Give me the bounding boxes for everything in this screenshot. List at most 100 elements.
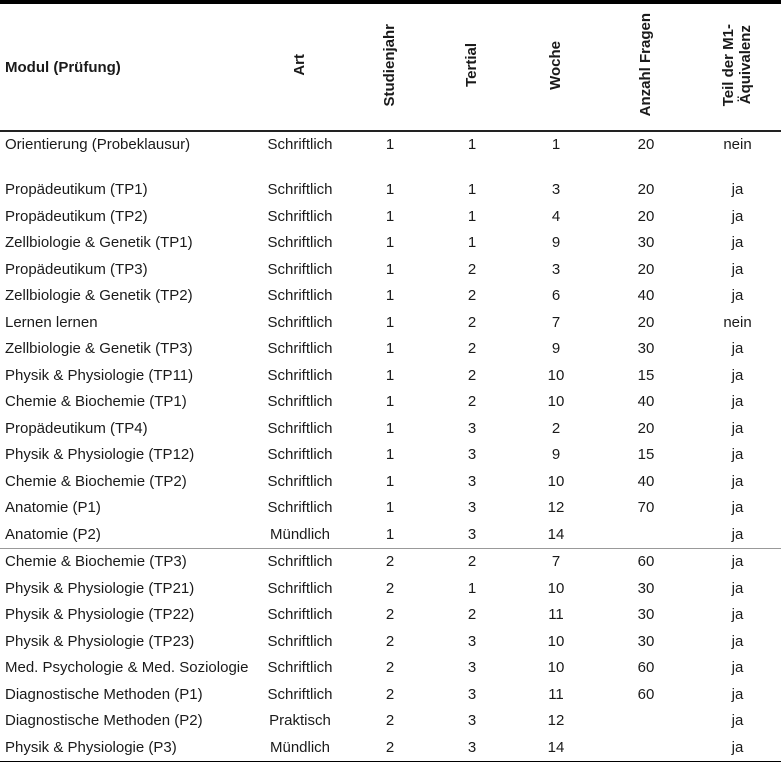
cell-studienjahr: 2 [385,712,395,729]
table-row: Physik & Physiologie (P3) Mündlich 2 3 1… [0,735,781,762]
cell-woche: 1 [551,136,561,153]
cell-woche: 14 [547,525,565,543]
table-row: Lernen lernen Schriftlich 1 2 7 20 nein [0,310,781,337]
cell-studienjahr: 1 [385,472,395,490]
col-header-studienjahr: Studienjahr [350,2,430,132]
cell-woche: 9 [551,234,561,251]
cell-art: Schriftlich [267,472,333,490]
cell-art: Schriftlich [267,207,333,225]
table-row: Physik & Physiologie (TP11) Schriftlich … [0,363,781,390]
cell-art: Schriftlich [267,499,333,516]
cell-studienjahr: 1 [385,234,395,251]
cell-m1: ja [731,685,744,703]
table-row: Diagnostische Methoden (P1) Schriftlich … [0,682,781,709]
cell-fragen: 20 [637,207,655,225]
cell-modul: Propädeutikum (TP1) [5,181,148,198]
cell-studienjahr: 1 [385,313,395,331]
cell-modul: Physik & Physiologie (TP22) [5,606,195,623]
cell-art: Schriftlich [250,548,350,576]
cell-modul: Physik & Physiologie (TP11) [5,366,194,384]
cell-tertial: 2 [467,260,477,278]
table-header: Modul (Prüfung) Art Studienjahr Tertial … [0,2,781,132]
table-row: Propädeutikum (TP1) Schriftlich 1 1 3 20… [0,177,781,204]
cell-m1: ja [731,340,744,357]
cell-tertial: 2 [467,340,477,357]
cell-studienjahr: 1 [385,287,395,304]
cell-modul: Zellbiologie & Genetik (TP1) [5,234,193,251]
cell-woche: 14 [547,738,565,756]
cell-m1: ja [731,181,744,198]
cell-modul: Diagnostische Methoden (P2) [5,712,203,729]
cell-fragen: 20 [637,419,655,437]
cell-m1: ja [731,393,744,410]
cell-fragen: 30 [637,579,655,597]
cell-fragen: 15 [637,366,655,384]
cell-studienjahr: 2 [385,632,395,650]
cell-tertial: 1 [467,207,477,225]
table-body: Orientierung (Probeklausur) Schriftlich … [0,131,781,762]
cell-art: Mündlich [269,738,331,756]
cell-m1: ja [731,366,744,384]
cell-modul: Physik & Physiologie (TP23) [5,632,195,650]
cell-tertial: 2 [467,606,477,623]
cell-studienjahr: 2 [385,659,395,676]
cell-fragen: 40 [637,287,655,304]
cell-tertial: 3 [467,499,477,516]
table-row: Diagnostische Methoden (P2) Praktisch 2 … [0,708,781,735]
cell-fragen: 30 [637,606,655,623]
cell-m1: ja [731,606,744,623]
cell-woche: 7 [551,313,561,331]
cell-modul: Lernen lernen [5,313,98,331]
cell-modul: Chemie & Biochemie (TP1) [5,393,187,410]
cell-art: Schriftlich [267,260,333,278]
cell-woche: 10 [547,366,565,384]
cell-modul: Propädeutikum (TP2) [5,207,148,225]
cell-modul: Orientierung (Probeklausur) [5,136,191,153]
cell-tertial: 3 [467,659,477,676]
cell-fragen: 20 [637,260,655,278]
cell-woche: 2 [551,419,561,437]
col-header-tertial: Tertial [430,2,514,132]
cell-tertial: 3 [467,472,477,490]
cell-fragen: 40 [637,472,655,490]
table-row: Zellbiologie & Genetik (TP3) Schriftlich… [0,336,781,363]
col-header-studienjahr-label: Studienjahr [380,23,398,107]
cell-tertial: 3 [467,632,477,650]
cell-tertial: 3 [467,525,477,543]
cell-art: Schriftlich [267,181,333,198]
cell-woche: 3 [551,181,561,198]
cell-studienjahr: 2 [385,606,395,623]
table-row: Physik & Physiologie (TP23) Schriftlich … [0,629,781,656]
cell-woche: 10 [547,472,565,490]
cell-modul: Propädeutikum (TP3) [5,260,148,278]
cell-art: Schriftlich [267,313,333,331]
cell-art: Schriftlich [267,579,333,597]
cell-studienjahr: 2 [385,738,395,756]
cell-m1: ja [731,659,744,676]
table-row: Zellbiologie & Genetik (TP1) Schriftlich… [0,230,781,257]
col-header-art: Art [250,2,350,132]
cell-modul: Diagnostische Methoden (P1) [5,685,203,703]
cell-m1: ja [731,419,744,437]
col-header-modul: Modul (Prüfung) [0,2,250,132]
cell-tertial: 3 [467,712,477,729]
cell-woche: 10 [547,632,565,650]
cell-fragen: 60 [637,685,655,703]
cell-m1: nein [723,313,752,331]
cell-art: Schriftlich [267,685,333,703]
cell-modul: Zellbiologie & Genetik (TP2) [5,287,193,304]
cell-tertial: 1 [467,181,477,198]
cell-m1: ja [731,207,744,225]
cell-studienjahr: 2 [385,579,395,597]
cell-art: Praktisch [269,712,331,729]
cell-modul: Chemie & Biochemie (TP3) [0,548,250,576]
cell-studienjahr: 2 [385,685,395,703]
cell-studienjahr: 1 [385,499,395,516]
cell-woche: 7 [514,548,598,576]
cell-studienjahr: 1 [385,446,395,463]
table-row: Chemie & Biochemie (TP1) Schriftlich 1 2… [0,389,781,416]
table-row: Anatomie (P1) Schriftlich 1 3 12 70 ja [0,495,781,522]
table-row: Anatomie (P2) Mündlich 1 3 14 ja [0,522,781,549]
cell-tertial: 2 [467,313,477,331]
